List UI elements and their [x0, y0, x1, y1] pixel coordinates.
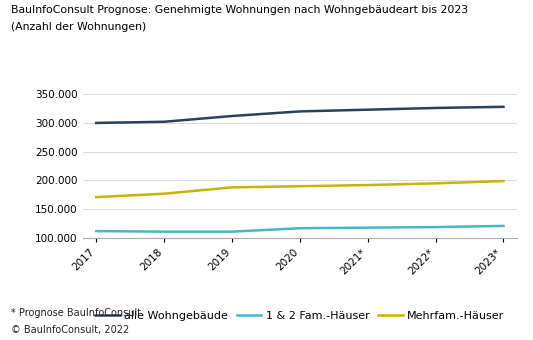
Line: Mehrfam.-Häuser: Mehrfam.-Häuser	[96, 181, 504, 197]
Mehrfam.-Häuser	[432, 181, 439, 185]
alle Wohngebäude	[296, 109, 303, 114]
1 & 2 Fam.-Häuser	[161, 230, 167, 234]
alle Wohngebäude	[365, 108, 371, 112]
alle Wohngebäude	[161, 120, 167, 124]
1 & 2 Fam.-Häuser	[93, 229, 99, 233]
alle Wohngebäude	[500, 105, 507, 109]
Line: 1 & 2 Fam.-Häuser: 1 & 2 Fam.-Häuser	[96, 226, 504, 232]
Line: alle Wohngebäude: alle Wohngebäude	[96, 107, 504, 123]
1 & 2 Fam.-Häuser	[229, 230, 235, 234]
alle Wohngebäude	[229, 114, 235, 118]
Legend: alle Wohngebäude, 1 & 2 Fam.-Häuser, Mehrfam.-Häuser: alle Wohngebäude, 1 & 2 Fam.-Häuser, Meh…	[91, 306, 509, 325]
Mehrfam.-Häuser	[161, 192, 167, 196]
Text: BauInfoConsult Prognose: Genehmigte Wohnungen nach Wohngebäudeart bis 2023: BauInfoConsult Prognose: Genehmigte Wohn…	[11, 5, 468, 15]
Text: © BauInfoConsult, 2022: © BauInfoConsult, 2022	[11, 325, 129, 335]
Mehrfam.-Häuser	[93, 195, 99, 199]
Mehrfam.-Häuser	[229, 185, 235, 189]
1 & 2 Fam.-Häuser	[500, 224, 507, 228]
Mehrfam.-Häuser	[365, 183, 371, 187]
Text: (Anzahl der Wohnungen): (Anzahl der Wohnungen)	[11, 22, 146, 32]
Mehrfam.-Häuser	[500, 179, 507, 183]
1 & 2 Fam.-Häuser	[432, 225, 439, 229]
1 & 2 Fam.-Häuser	[296, 226, 303, 230]
1 & 2 Fam.-Häuser	[365, 226, 371, 230]
Mehrfam.-Häuser	[296, 184, 303, 188]
alle Wohngebäude	[432, 106, 439, 110]
Text: * Prognose BauInfoConsult: * Prognose BauInfoConsult	[11, 308, 141, 318]
alle Wohngebäude	[93, 121, 99, 125]
